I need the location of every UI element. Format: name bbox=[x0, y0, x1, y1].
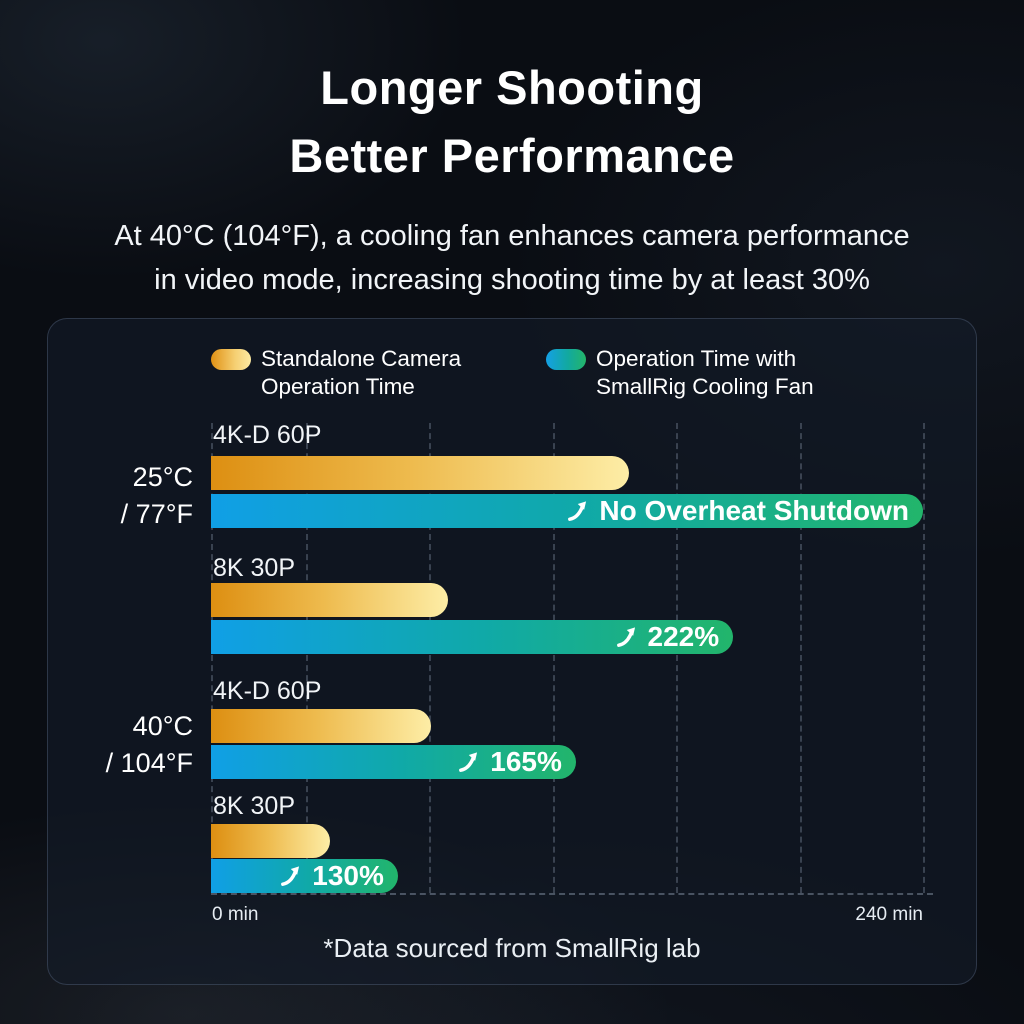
legend-label-cooling: Operation Time with SmallRig Cooling Fan bbox=[596, 345, 814, 401]
plot-area: 25°C / 77°F 40°C / 104°F 4K-D 60P No Ove… bbox=[106, 421, 933, 925]
trend-up-arrow-icon bbox=[568, 501, 587, 521]
gridline bbox=[799, 423, 802, 893]
page-subtitle-line-2: in video mode, increasing shooting time … bbox=[154, 264, 870, 296]
gridline bbox=[676, 423, 679, 893]
gridline bbox=[429, 423, 432, 893]
cooling-bar: 165% bbox=[211, 745, 576, 779]
footer-note: *Data sourced from SmallRig lab bbox=[323, 933, 701, 963]
temp-40c-line-1: 40°C bbox=[132, 711, 193, 741]
chart-panel: Standalone Camera Operation Time Operati… bbox=[47, 318, 977, 985]
group-label: 4K-D 60P bbox=[213, 677, 322, 705]
legend-cooling-line-2: SmallRig Cooling Fan bbox=[596, 374, 814, 399]
gridline bbox=[923, 423, 925, 893]
group-label: 8K 30P bbox=[213, 792, 296, 820]
legend-standalone-line-1: Standalone Camera bbox=[261, 346, 462, 371]
bar-value-label: 165% bbox=[490, 746, 562, 777]
temp-25c-line-1: 25°C bbox=[132, 462, 193, 492]
page-title: Longer Shooting Better Performance bbox=[0, 0, 1024, 190]
legend-item-standalone: Standalone Camera Operation Time bbox=[211, 345, 461, 401]
page-subtitle-line-1: At 40°C (104°F), a cooling fan enhances … bbox=[114, 220, 910, 252]
cooling-swatch-icon bbox=[546, 349, 586, 370]
gridline bbox=[305, 423, 308, 893]
cooling-bar: 130% bbox=[211, 859, 398, 893]
legend-standalone-line-2: Operation Time bbox=[261, 374, 415, 399]
page-title-line-2: Better Performance bbox=[289, 129, 735, 182]
temp-label-40c: 40°C / 104°F bbox=[106, 708, 193, 782]
axis-baseline bbox=[211, 893, 933, 895]
axis-label-0min: 0 min bbox=[212, 904, 259, 925]
group-label: 8K 30P bbox=[213, 554, 296, 582]
bar-value-label: 222% bbox=[647, 621, 720, 652]
gridline bbox=[211, 423, 213, 893]
standalone-bar bbox=[211, 709, 431, 743]
trend-up-arrow-icon bbox=[616, 627, 635, 647]
legend-item-cooling: Operation Time with SmallRig Cooling Fan bbox=[546, 345, 814, 401]
group-label: 4K-D 60P bbox=[213, 421, 322, 449]
legend-cooling-line-1: Operation Time with bbox=[596, 346, 797, 371]
temp-label-25c: 25°C / 77°F bbox=[121, 459, 193, 533]
cooling-bar: 222% bbox=[211, 620, 734, 654]
bar-value-label: No Overheat Shutdown bbox=[599, 495, 909, 526]
standalone-bar bbox=[211, 583, 449, 617]
trend-up-arrow-icon bbox=[281, 866, 300, 886]
bar-value-label: 130% bbox=[312, 860, 384, 891]
legend-label-standalone: Standalone Camera Operation Time bbox=[261, 345, 461, 401]
standalone-bar bbox=[211, 824, 330, 858]
axis-label-240min: 240 min bbox=[855, 904, 923, 925]
page-title-line-1: Longer Shooting bbox=[320, 61, 704, 114]
page-subtitle: At 40°C (104°F), a cooling fan enhances … bbox=[0, 214, 1024, 302]
temp-40c-line-2: / 104°F bbox=[105, 748, 193, 778]
cooling-bar: No Overheat Shutdown bbox=[211, 494, 923, 528]
temp-25c-line-2: / 77°F bbox=[120, 499, 193, 529]
standalone-swatch-icon bbox=[211, 349, 251, 370]
gridline bbox=[552, 423, 555, 893]
standalone-bar bbox=[211, 456, 630, 490]
trend-up-arrow-icon bbox=[459, 752, 478, 772]
